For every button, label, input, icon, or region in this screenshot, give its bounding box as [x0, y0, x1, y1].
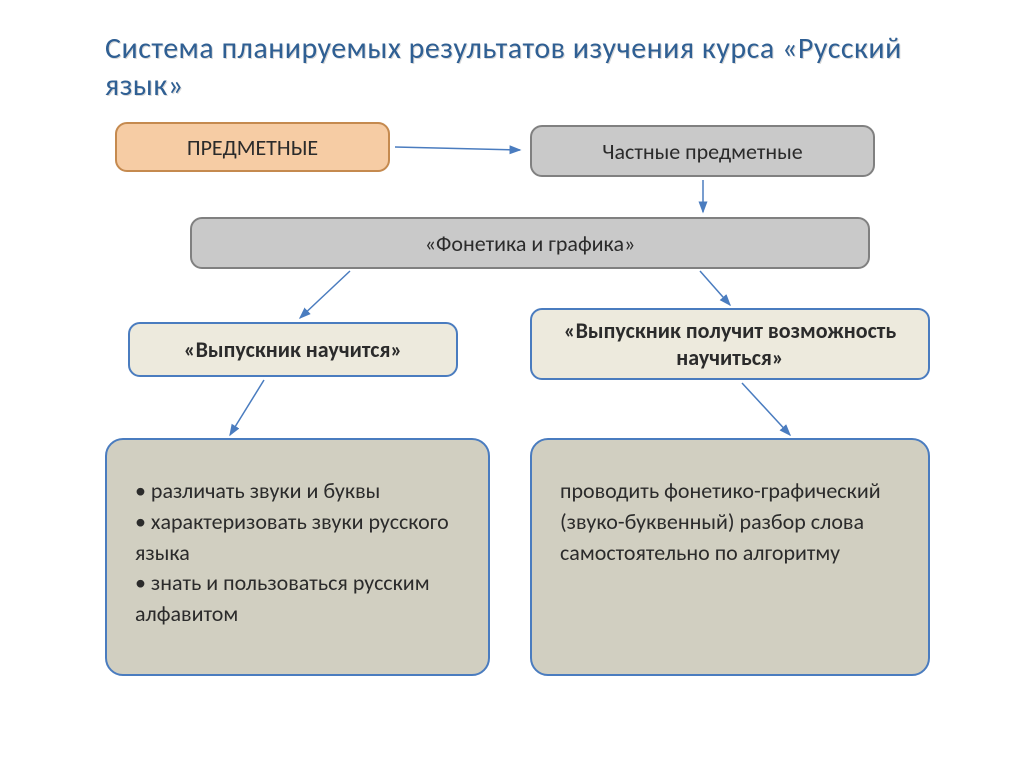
box-chastnye: Частные предметные — [530, 125, 875, 177]
detail-line: проводить фонетико-графический (звуко-бу… — [560, 476, 900, 568]
box-label: «Выпускник научится» — [184, 336, 403, 363]
detail-box-right: проводить фонетико-графический (звуко-бу… — [530, 438, 930, 676]
box-label: ПРЕДМЕТНЫЕ — [187, 134, 318, 161]
arrow — [230, 380, 264, 435]
box-label: «Выпускник получит возможность научиться… — [544, 317, 916, 371]
detail-box-left: • различать звуки и буквы• характеризова… — [105, 438, 490, 676]
detail-line: • характеризовать звуки русского языка — [135, 507, 460, 569]
arrow — [742, 383, 790, 435]
box-label: «Фонетика и графика» — [425, 230, 636, 257]
box-label: Частные предметные — [602, 138, 802, 165]
detail-line: • различать звуки и буквы — [135, 476, 460, 507]
slide-title: Система планируемых результатов изучения… — [105, 30, 925, 104]
box-vypusknik-nauchitsya: «Выпускник научится» — [128, 322, 458, 377]
title-text: Система планируемых результатов изучения… — [105, 30, 902, 104]
detail-line: • знать и пользоваться русским алфавитом — [135, 568, 460, 630]
box-vypusknik-vozmozhnost: «Выпускник получит возможность научиться… — [530, 308, 930, 380]
arrow — [300, 271, 350, 318]
box-fonetika: «Фонетика и графика» — [190, 217, 870, 269]
box-predmetnye: ПРЕДМЕТНЫЕ — [115, 122, 390, 172]
arrow — [700, 271, 730, 305]
arrow — [395, 147, 520, 150]
